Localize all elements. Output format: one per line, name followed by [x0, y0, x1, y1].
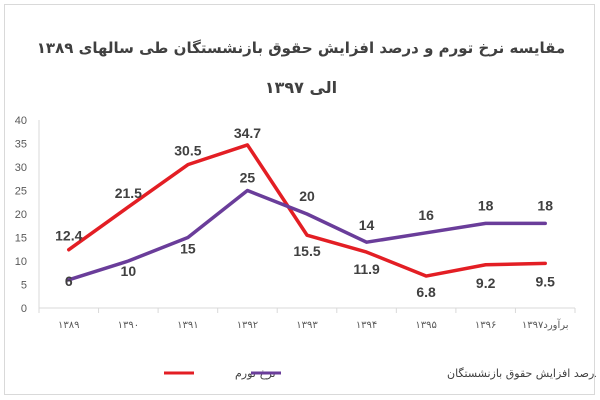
y-tick-label: 10	[15, 256, 27, 268]
x-tick-label: ۱۳۹۳	[296, 320, 318, 331]
data-label: 9.5	[535, 273, 555, 289]
data-label: 30.5	[174, 143, 201, 159]
data-label: 15.5	[293, 243, 320, 259]
data-label: 15	[180, 241, 196, 257]
data-label: 9.2	[476, 275, 496, 291]
data-label: 18	[537, 197, 553, 213]
x-tick-label: ۱۳۹۱	[177, 320, 198, 331]
data-label: 11.9	[353, 261, 380, 277]
y-tick-label: 5	[21, 280, 27, 292]
data-label: 21.5	[115, 185, 142, 201]
x-tick-label: ۱۳۹۲	[237, 320, 258, 331]
y-tick-label: 35	[15, 139, 27, 151]
data-label: 20	[299, 188, 315, 204]
y-axis-ticks: 0 5 10 15 20 25 30 35 40	[15, 115, 27, 315]
data-label: 12.4	[55, 228, 82, 244]
y-tick-label: 40	[15, 115, 27, 127]
data-label: 6	[65, 273, 73, 289]
chart-frame: مقایسه نرخ تورم و درصد افزایش حقوق بازنش…	[4, 4, 596, 395]
x-axis-ticks: ۱۳۸۹ ۱۳۹۰ ۱۳۹۱ ۱۳۹۲ ۱۳۹۳ ۱۳۹۴ ۱۳۹۵ ۱۳۹۶ برآورد۱۳…	[38, 308, 576, 331]
series-line-1	[67, 188, 547, 282]
data-label: 18	[478, 197, 494, 213]
series-line-0	[67, 143, 547, 278]
x-tick-label: ۱۳۹۰	[118, 320, 139, 331]
x-tick-label: برآورد۱۳۹۷	[522, 318, 569, 331]
x-tick-label: ۱۳۹۴	[356, 320, 377, 331]
legend-label: درصد افزایش حقوق بازنشستگان	[447, 367, 596, 380]
chart-subtitle: الی ۱۳۹۷	[265, 78, 337, 97]
y-tick-label: 15	[15, 233, 27, 245]
x-tick-label: ۱۳۹۶	[475, 320, 496, 331]
y-tick-label: 0	[21, 303, 27, 315]
data-labels: 12.4 21.5 30.5 34.7 15.5 11.9 6.8 9.2 9.5 6 10 15 25…	[55, 125, 555, 300]
y-tick-label: 30	[15, 162, 27, 174]
data-label: 14	[359, 217, 375, 233]
series-layer	[67, 143, 547, 282]
data-label: 34.7	[234, 125, 261, 141]
chart-title: مقایسه نرخ تورم و درصد افزایش حقوق بازنش…	[37, 39, 565, 57]
data-label: 16	[418, 207, 434, 223]
y-tick-label: 25	[15, 186, 27, 198]
data-label: 10	[121, 263, 137, 279]
x-tick-label: ۱۳۸۹	[58, 320, 79, 331]
y-tick-label: 20	[15, 209, 27, 221]
data-label: 25	[240, 170, 256, 186]
line-chart: مقایسه نرخ تورم و درصد افزایش حقوق بازنش…	[15, 39, 596, 380]
x-tick-label: ۱۳۹۵	[415, 320, 436, 331]
data-label: 6.8	[416, 284, 436, 300]
